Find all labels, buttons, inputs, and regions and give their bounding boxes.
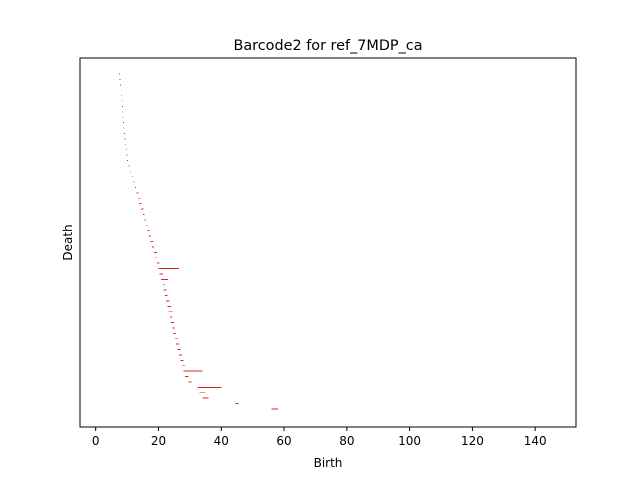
x-tick-label: 0 bbox=[92, 434, 100, 448]
y-axis-label: Death bbox=[61, 224, 75, 260]
bars-group bbox=[119, 73, 278, 410]
x-tick-label: 120 bbox=[461, 434, 484, 448]
x-axis-ticks: 0 20 40 60 80 100 120 140 bbox=[92, 427, 547, 448]
x-tick-label: 140 bbox=[524, 434, 547, 448]
x-tick-label: 40 bbox=[214, 434, 229, 448]
x-tick-label: 80 bbox=[339, 434, 354, 448]
x-tick-label: 100 bbox=[398, 434, 421, 448]
x-tick-label: 20 bbox=[151, 434, 166, 448]
plot-frame bbox=[79, 57, 577, 428]
x-axis-label: Birth bbox=[314, 456, 343, 470]
chart-title: Barcode2 for ref_7MDP_ca bbox=[233, 38, 422, 54]
x-tick-label: 60 bbox=[276, 434, 291, 448]
